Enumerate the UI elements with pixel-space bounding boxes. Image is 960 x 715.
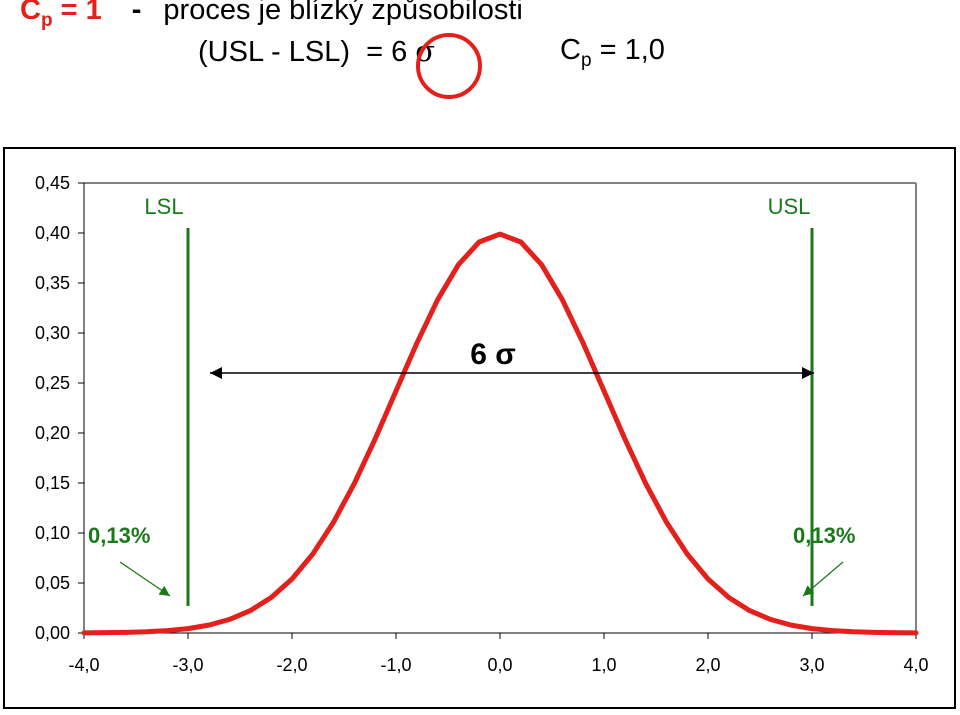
right-tail-pointer-arrow <box>802 561 844 597</box>
lsl-label: LSL <box>144 194 183 219</box>
x-tick-label: -3,0 <box>172 655 203 675</box>
x-tick-label: 1,0 <box>591 655 616 675</box>
y-tick-label: 0,30 <box>35 323 70 343</box>
x-tick-label: -1,0 <box>380 655 411 675</box>
cp-label: Cp = 1 <box>20 0 102 31</box>
usl-label: USL <box>768 194 811 219</box>
formula-left: (USL - LSL) <box>198 36 351 68</box>
title-dash: - <box>131 0 142 26</box>
title-description: proces je blízký způsobilosti <box>163 0 523 26</box>
highlight-circle <box>416 33 482 99</box>
y-tick-label: 0,20 <box>35 423 70 443</box>
y-tick-label: 0,05 <box>35 573 70 593</box>
normal-curve-series <box>81 231 919 636</box>
left-tail-pointer-arrow <box>119 561 171 597</box>
y-tick-label: 0,10 <box>35 523 70 543</box>
x-tick-label: 4,0 <box>903 655 928 675</box>
title-line-2: (USL - LSL) = 6 σ Cp = 1,0 <box>198 34 665 71</box>
y-tick-label: 0,40 <box>35 223 70 243</box>
x-tick-label: 2,0 <box>695 655 720 675</box>
cp-result: Cp = 1,0 <box>560 34 665 71</box>
y-tick-label: 0,25 <box>35 373 70 393</box>
x-tick-label: 3,0 <box>799 655 824 675</box>
x-tick-label: 0,0 <box>487 655 512 675</box>
formula-equals: = <box>366 36 384 68</box>
y-tick-label: 0,45 <box>35 173 70 193</box>
six-sigma-label: 6 σ <box>470 338 516 371</box>
x-tick-label: -2,0 <box>276 655 307 675</box>
right-tail-percent-label: 0,13% <box>793 523 855 548</box>
y-tick-label: 0,35 <box>35 273 70 293</box>
y-tick-label: 0,15 <box>35 473 70 493</box>
x-tick-label: -4,0 <box>68 655 99 675</box>
title-line-1: Cp = 1 - proces je blízký způsobilosti <box>20 0 523 32</box>
chart-frame <box>3 147 956 709</box>
y-tick-label: 0,00 <box>35 623 70 643</box>
left-tail-percent-label: 0,13% <box>88 523 150 548</box>
